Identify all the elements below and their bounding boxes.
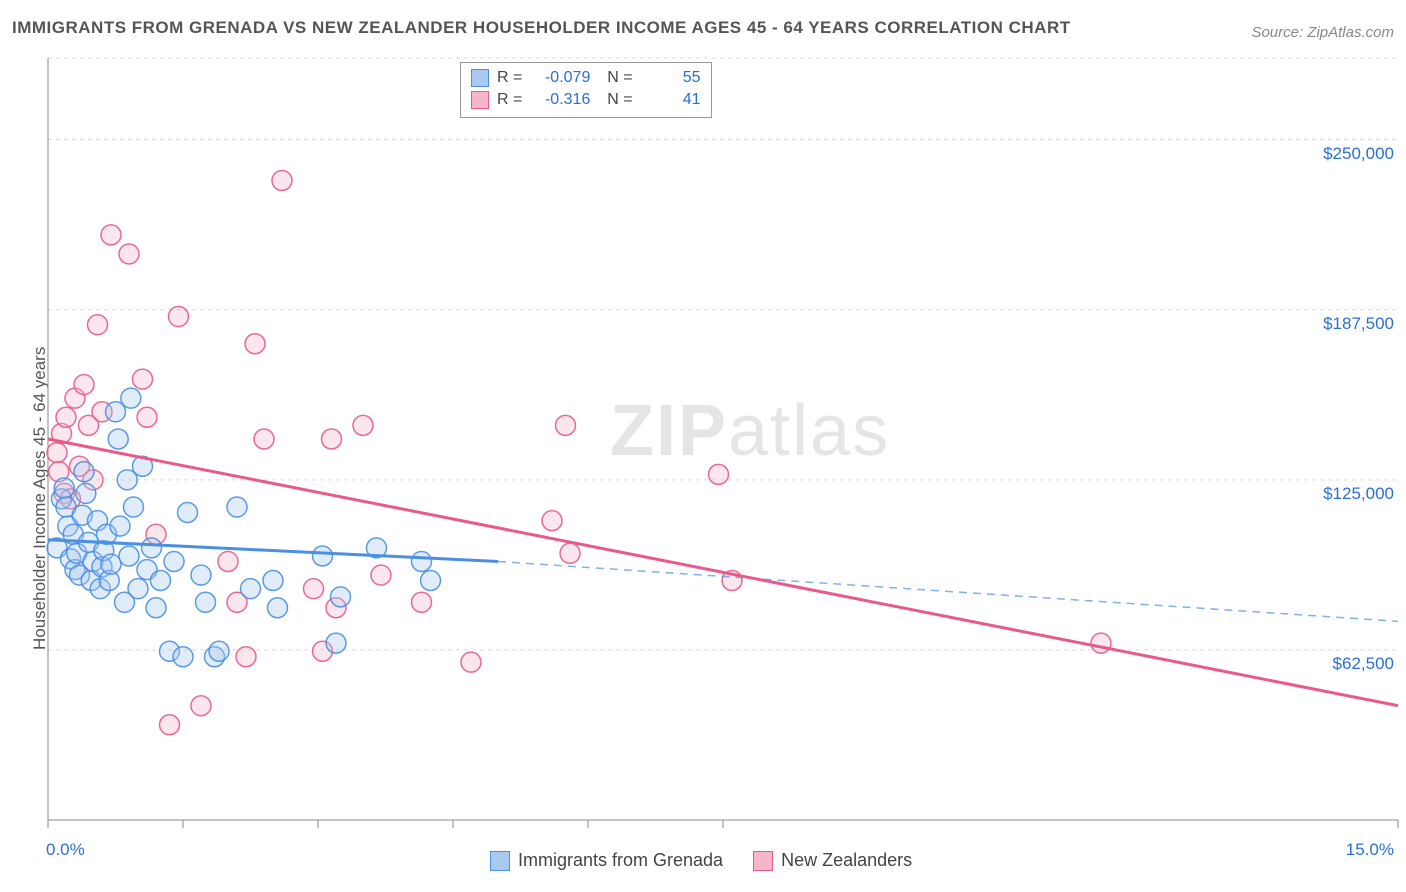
legend-label-1: New Zealanders bbox=[781, 850, 912, 871]
stat-R-1: -0.316 bbox=[530, 89, 590, 111]
stats-legend: R = -0.079 N = 55 R = -0.316 N = 41 bbox=[460, 62, 712, 118]
y-tick-label: $62,500 bbox=[1333, 654, 1394, 674]
x-axis-label-left: 0.0% bbox=[46, 840, 85, 860]
stat-R-label: R = bbox=[497, 89, 522, 111]
stats-row-0: R = -0.079 N = 55 bbox=[471, 67, 701, 89]
y-tick-label: $250,000 bbox=[1323, 144, 1394, 164]
legend-label-0: Immigrants from Grenada bbox=[518, 850, 723, 871]
correlation-chart: IMMIGRANTS FROM GRENADA VS NEW ZEALANDER… bbox=[0, 0, 1406, 892]
stat-N-0: 55 bbox=[641, 67, 701, 89]
swatch-series-1 bbox=[753, 851, 773, 871]
swatch-series-1 bbox=[471, 91, 489, 109]
y-tick-label: $187,500 bbox=[1323, 314, 1394, 334]
swatch-series-0 bbox=[490, 851, 510, 871]
stats-row-1: R = -0.316 N = 41 bbox=[471, 89, 701, 111]
stat-N-label: N = bbox=[598, 89, 632, 111]
y-tick-label: $125,000 bbox=[1323, 484, 1394, 504]
x-axis-label-right: 15.0% bbox=[1346, 840, 1394, 860]
stat-R-0: -0.079 bbox=[530, 67, 590, 89]
swatch-series-0 bbox=[471, 69, 489, 87]
stat-R-label: R = bbox=[497, 67, 522, 89]
chart-svg bbox=[0, 0, 1406, 892]
stat-N-1: 41 bbox=[641, 89, 701, 111]
legend-item-0: Immigrants from Grenada bbox=[490, 850, 723, 871]
legend-item-1: New Zealanders bbox=[753, 850, 912, 871]
series-legend: Immigrants from Grenada New Zealanders bbox=[490, 850, 912, 871]
stat-N-label: N = bbox=[598, 67, 632, 89]
